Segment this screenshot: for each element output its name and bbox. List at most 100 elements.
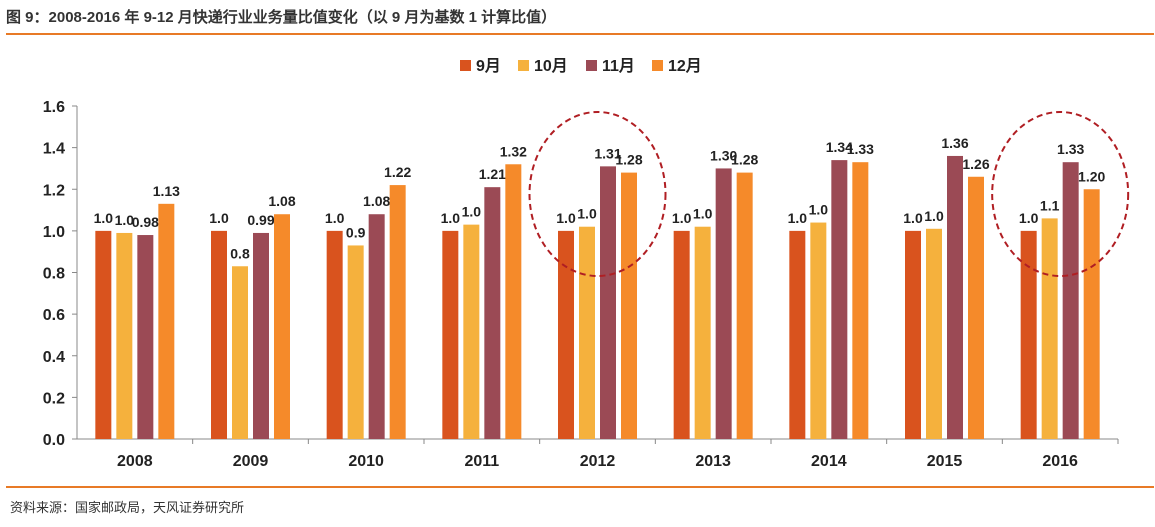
data-label: 1.32 (500, 143, 527, 159)
legend-label: 10月 (534, 57, 568, 75)
bar-2008-3 (158, 203, 175, 439)
data-label: 1.21 (479, 166, 506, 182)
data-label: 1.0 (788, 210, 808, 226)
data-label: 0.8 (230, 245, 250, 261)
bar-2016-2 (1062, 162, 1079, 439)
bar-2011-1 (463, 224, 480, 439)
y-tick-label: 1.4 (43, 141, 65, 158)
bar-2009-1 (232, 266, 248, 439)
data-label: 1.33 (847, 141, 874, 157)
highlight-circle-2016 (991, 111, 1130, 277)
bar-2009-2 (253, 232, 269, 439)
data-label: 1.08 (363, 193, 390, 209)
bar-2010-2 (368, 214, 385, 439)
data-label: 1.0 (924, 208, 944, 224)
data-label: 1.0 (672, 210, 692, 226)
bar-2012-2 (600, 166, 616, 439)
bar-2008-1 (116, 232, 133, 439)
bar-2016-1 (1041, 218, 1058, 439)
source-note: 资料来源：国家邮政局，天风证券研究所 (10, 500, 245, 515)
data-label: 0.98 (132, 214, 159, 230)
bottom-divider (6, 486, 1154, 488)
data-label: 1.0 (556, 210, 576, 226)
data-label: 1.36 (941, 135, 968, 151)
bar-2013-1 (694, 226, 711, 439)
data-label: 1.0 (325, 210, 345, 226)
bar-2014-0 (789, 230, 806, 439)
legend-swatch (652, 60, 663, 71)
bar-2011-0 (442, 230, 459, 439)
data-label: 1.1 (1040, 197, 1060, 213)
legend-swatch (586, 60, 597, 71)
data-label: 1.0 (94, 210, 114, 226)
bar-2008-2 (137, 235, 154, 439)
bar-2015-3 (968, 176, 984, 439)
data-label: 1.0 (577, 206, 597, 222)
data-label: 1.28 (615, 152, 642, 168)
legend-label: 12月 (668, 57, 702, 75)
x-tick-label: 2012 (580, 453, 616, 470)
data-label: 1.0 (809, 202, 829, 218)
x-tick-label: 2008 (117, 453, 153, 470)
data-label: 1.0 (441, 210, 461, 226)
data-label: 1.0 (115, 212, 135, 228)
x-tick-label: 2016 (1042, 453, 1078, 470)
bar-2009-3 (274, 214, 290, 439)
y-tick-label: 0.6 (43, 307, 65, 324)
y-tick-label: 0.0 (43, 432, 65, 449)
bar-2014-2 (831, 160, 848, 440)
bar-2016-3 (1083, 189, 1100, 439)
bar-2013-3 (736, 172, 753, 439)
bar-2012-3 (621, 172, 637, 439)
x-tick-label: 2010 (348, 453, 384, 470)
data-label: 1.0 (462, 204, 482, 220)
data-label: 1.13 (153, 183, 180, 199)
bar-2012-0 (558, 230, 574, 439)
data-label: 0.9 (346, 224, 366, 240)
bar-2008-0 (95, 230, 112, 439)
data-label: 1.20 (1078, 168, 1105, 184)
top-divider (6, 33, 1154, 35)
bar-2013-2 (715, 168, 732, 439)
bar-2011-2 (484, 187, 501, 439)
legend-swatch (460, 60, 471, 71)
bar-2009-0 (211, 230, 227, 439)
data-label: 1.22 (384, 164, 411, 180)
x-tick-label: 2014 (811, 453, 847, 470)
bar-2015-1 (926, 228, 942, 439)
bar-2014-1 (810, 222, 827, 439)
data-label: 1.0 (1019, 210, 1039, 226)
data-label: 1.0 (209, 210, 229, 226)
data-label: 1.26 (962, 156, 989, 172)
legend-label: 9月 (476, 57, 501, 75)
bar-2010-1 (347, 245, 364, 439)
data-label: 0.99 (247, 212, 274, 228)
y-tick-label: 0.4 (43, 349, 65, 366)
x-tick-label: 2011 (464, 453, 499, 470)
data-label: 1.30 (710, 147, 737, 163)
y-tick-label: 0.2 (43, 390, 65, 407)
x-tick-label: 2009 (233, 453, 269, 470)
bar-2010-0 (326, 230, 343, 439)
bar-2012-1 (579, 226, 595, 439)
bar-2015-0 (905, 230, 921, 439)
bar-chart: 0.00.20.40.60.81.01.21.41.61.0 1.00.981.1… (43, 57, 1130, 470)
data-label: 1.0 (903, 210, 923, 226)
bar-2014-3 (852, 162, 869, 439)
x-tick-label: 2015 (927, 453, 963, 470)
data-label: 1.31 (594, 145, 621, 161)
highlight-circle-2012 (528, 111, 667, 277)
y-tick-label: 1.2 (43, 182, 65, 199)
y-tick-label: 1.6 (43, 99, 65, 116)
bar-2010-3 (389, 185, 406, 439)
data-label: 1.0 (693, 206, 713, 222)
legend-label: 11月 (602, 57, 635, 75)
bar-2013-0 (673, 230, 690, 439)
data-label: 1.28 (731, 152, 758, 168)
y-tick-label: 1.0 (43, 224, 65, 241)
legend-swatch (518, 60, 529, 71)
bar-2015-2 (947, 155, 963, 439)
y-tick-label: 0.8 (43, 266, 65, 283)
data-label: 1.08 (268, 193, 295, 209)
bar-2016-0 (1020, 230, 1037, 439)
